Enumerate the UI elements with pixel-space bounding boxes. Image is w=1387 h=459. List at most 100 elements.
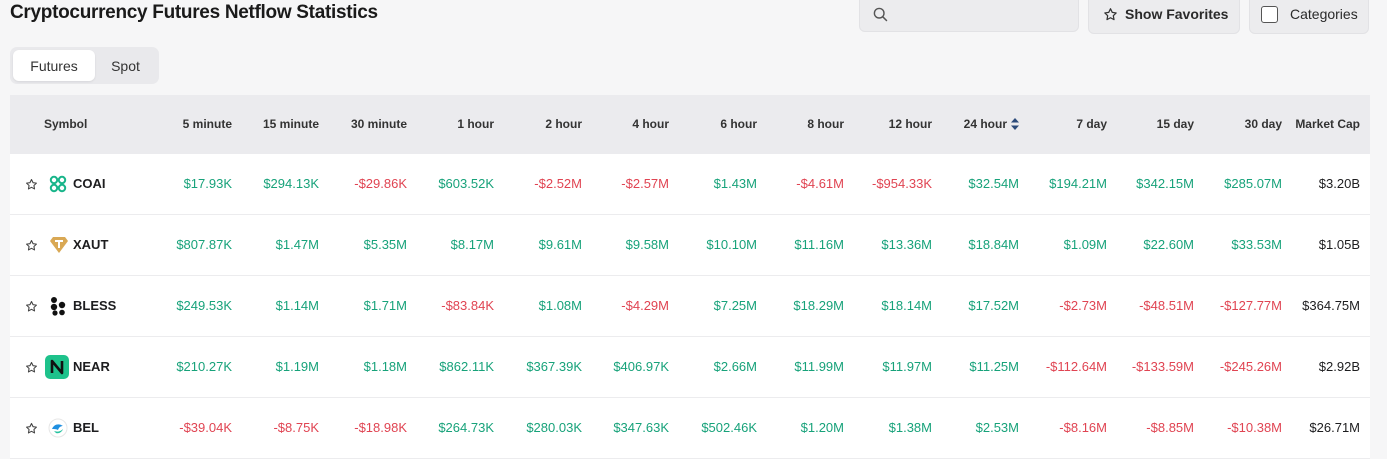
column-header-15-day[interactable]: 15 day [1157,95,1194,154]
netflow-cell: $807.87K [176,237,232,252]
netflow-cell: $1.38M [888,420,932,435]
market-cap-cell: $364.75M [1302,298,1360,313]
netflow-cell: -$39.04K [179,420,232,435]
show-favorites-label: Show Favorites [1125,6,1229,22]
column-header-4-hour[interactable]: 4 hour [632,95,669,154]
netflow-cell: $264.73K [438,420,494,435]
near-logo-icon [45,355,69,379]
netflow-cell: -$83.84K [441,298,494,313]
column-header-label: 15 day [1156,117,1194,131]
column-header-market-cap[interactable]: Market Cap [1295,95,1360,154]
favorite-star-icon[interactable] [25,300,38,313]
netflow-cell: -$29.86K [354,176,407,191]
column-header-12-hour[interactable]: 12 hour [889,95,932,154]
netflow-cell: $862.11K [439,359,494,374]
symbol-label[interactable]: NEAR [73,359,110,374]
netflow-cell: $18.84M [968,237,1019,252]
favorite-star-icon[interactable] [25,422,38,435]
netflow-cell: $17.52M [968,298,1019,313]
bel-logo-icon [48,418,68,438]
xaut-logo-icon [48,235,68,255]
column-header-label: 6 hour [720,117,757,131]
netflow-cell: $1.18M [363,359,407,374]
coai-logo-icon [48,174,68,194]
netflow-cell: -$8.75K [273,420,319,435]
netflow-cell: $1.08M [538,298,582,313]
table-header: Symbol 5 minute 15 minute 30 minute 1 hour 2 … [10,95,1370,154]
netflow-cell: $1.19M [275,359,319,374]
symbol-label[interactable]: XAUT [73,237,109,252]
bless-logo-icon [48,296,68,316]
tab-futures[interactable]: Futures [13,50,95,81]
column-header-1-hour[interactable]: 1 hour [457,95,494,154]
netflow-cell: $406.97K [613,359,669,374]
column-header-5-minute[interactable]: 5 minute [183,95,232,154]
netflow-cell: $13.36M [881,237,932,252]
netflow-cell: $1.71M [363,298,407,313]
column-header-label: 7 day [1076,117,1107,131]
market-type-tabs: Futures Spot [10,47,159,84]
netflow-cell: $1.14M [275,298,319,313]
column-header-7-day[interactable]: 7 day [1076,95,1107,154]
sort-icon[interactable] [1011,117,1019,130]
netflow-cell: $2.66M [713,359,757,374]
netflow-cell: $1.43M [713,176,757,191]
column-header-2-hour[interactable]: 2 hour [545,95,582,154]
netflow-cell: $33.53M [1231,237,1282,252]
netflow-cell: $1.09M [1063,237,1107,252]
netflow-cell: $367.39K [526,359,582,374]
categories-button[interactable]: Categories [1249,0,1369,34]
netflow-cell: -$8.16M [1059,420,1107,435]
netflow-cell: -$4.29M [621,298,669,313]
netflow-cell: -$127.77M [1219,298,1282,313]
symbol-label[interactable]: BLESS [73,298,117,313]
market-cap-cell: $1.05B [1318,237,1360,252]
column-header-label: 2 hour [545,117,582,131]
netflow-cell: $210.27K [176,359,232,374]
column-header-label: 8 hour [807,117,844,131]
netflow-cell: -$18.98K [354,420,407,435]
netflow-cell: $11.99M [794,359,844,374]
column-header-6-hour[interactable]: 6 hour [720,95,757,154]
table-row[interactable]: BLESS $249.53K $1.14M $1.71M -$83.84K $1.08M -… [10,276,1370,337]
netflow-cell: -$4.61M [796,176,844,191]
netflow-cell: $11.16M [794,237,844,252]
netflow-cell: $18.29M [793,298,844,313]
column-header-label: 1 hour [457,117,494,131]
column-header-label: 4 hour [632,117,669,131]
netflow-cell: $18.14M [881,298,932,313]
column-header-30-minute[interactable]: 30 minute [351,95,407,154]
column-header-symbol[interactable]: Symbol [44,117,88,131]
netflow-cell: $9.58M [625,237,669,252]
market-cap-cell: $2.92B [1318,359,1360,374]
search-input[interactable] [859,0,1079,32]
netflow-cell: -$954.33K [872,176,932,191]
favorite-star-icon[interactable] [25,361,38,374]
column-header-24-hour[interactable]: 24 hour [964,95,1019,154]
categories-checkbox[interactable] [1261,5,1278,23]
symbol-label[interactable]: BEL [73,420,99,435]
table-row[interactable]: NEAR $210.27K $1.19M $1.18M $862.11K $367.39K… [10,337,1370,398]
column-header-15-minute[interactable]: 15 minute [263,95,319,154]
table-row[interactable]: BEL -$39.04K -$8.75K -$18.98K $264.73K $280.0… [10,398,1370,459]
tab-spot[interactable]: Spot [111,57,140,74]
netflow-cell: $9.61M [538,237,582,252]
market-cap-cell: $3.20B [1318,176,1360,191]
netflow-cell: $2.53M [975,420,1019,435]
favorite-star-icon[interactable] [25,178,38,191]
table-row[interactable]: XAUT $807.87K $1.47M $5.35M $8.17M $9.61M $9.5… [10,215,1370,276]
netflow-cell: $342.15M [1136,176,1194,191]
netflow-cell: $347.63K [613,420,669,435]
netflow-cell: $11.25M [969,359,1019,374]
favorite-star-icon[interactable] [25,239,38,252]
netflow-cell: -$2.52M [534,176,582,191]
table-body: COAI $17.93K $294.13K -$29.86K $603.52K -$2.5… [10,154,1370,459]
symbol-label[interactable]: COAI [73,176,106,191]
netflow-cell: -$112.64M [1045,359,1107,374]
netflow-cell: $32.54M [968,176,1019,191]
netflow-cell: -$8.85M [1146,420,1194,435]
column-header-30-day[interactable]: 30 day [1245,95,1282,154]
table-row[interactable]: COAI $17.93K $294.13K -$29.86K $603.52K -$2.5… [10,154,1370,215]
show-favorites-button[interactable]: Show Favorites [1088,0,1240,34]
column-header-8-hour[interactable]: 8 hour [807,95,844,154]
